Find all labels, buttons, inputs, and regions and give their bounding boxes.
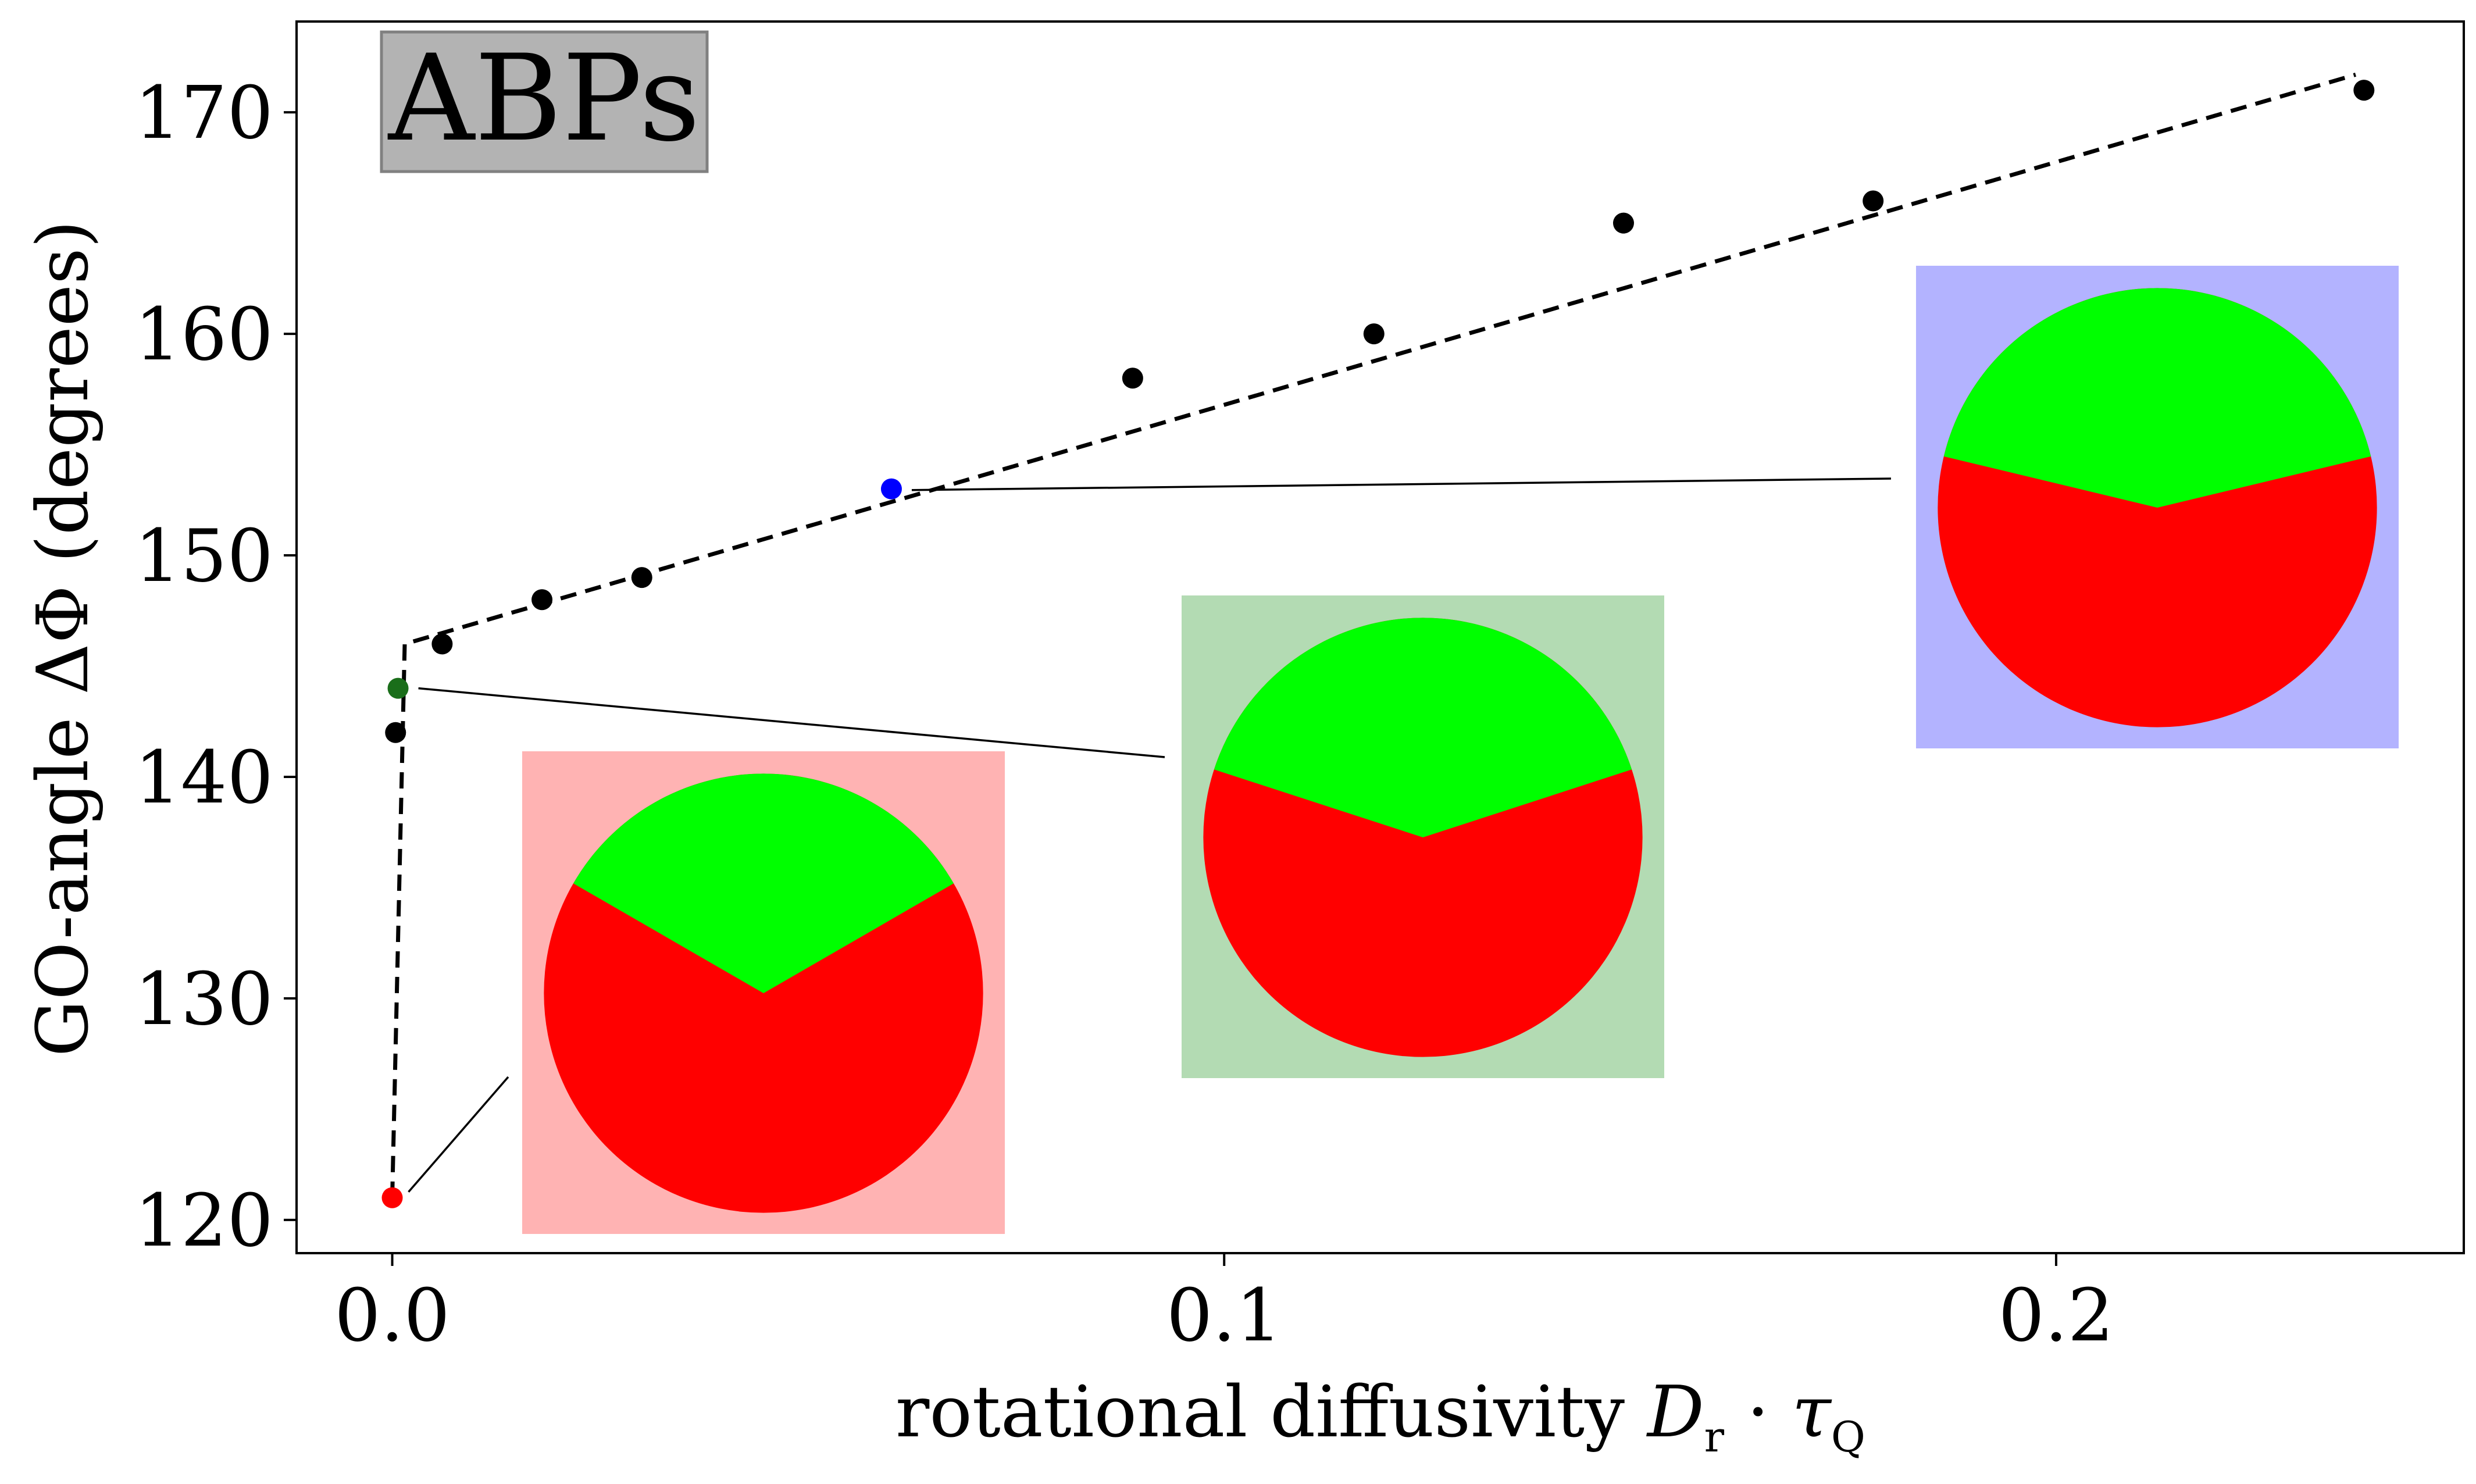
y-axis-ticks: 120 130 140 150 160 170 [134,71,297,1263]
data-point [2353,80,2375,101]
data-point [631,567,652,588]
data-point [387,677,409,699]
inset-green [1182,595,1664,1078]
inset-disc-top [1943,288,2371,508]
data-point [1122,368,1143,389]
y-tick-label: 150 [134,514,273,598]
inset-red [522,751,1005,1234]
dashed-fit-line [390,73,2356,1198]
x-axis-ticks: 0.0 0.1 0.2 [334,1253,2114,1358]
y-tick-label: 140 [134,736,273,820]
y-axis-label: GO-angle ΔΦ (degrees) [22,220,104,1057]
data-point [385,722,406,743]
y-tick-label: 130 [134,957,273,1041]
data-point [880,478,902,500]
data-point [431,633,453,655]
inset-images [522,266,2399,1234]
x-tick-label: 0.0 [334,1273,450,1358]
inset-leader-line [911,477,1892,491]
inset-blue [1916,266,2399,748]
inset-disc-top [573,773,954,993]
y-tick-label: 120 [134,1179,273,1263]
inset-leader-lines [408,477,1892,1193]
badge-box [380,30,709,173]
inset-leader-line [418,687,1165,758]
x-tick-label: 0.1 [1166,1273,1282,1358]
inset-disc-top [1214,618,1632,837]
data-points [381,80,2375,1208]
data-point [1612,212,1634,234]
data-point [381,1187,403,1208]
x-tick-label: 0.2 [1999,1273,2114,1358]
inset-leader-line [408,1076,509,1193]
y-tick-label: 170 [134,71,273,155]
badge-label: ABPs [387,30,700,168]
data-point [1863,190,1884,212]
abps-badge: ABPs [380,30,709,173]
y-tick-label: 160 [134,292,273,377]
data-point [531,589,553,611]
data-point [1363,323,1385,345]
x-axis-label: rotational diffusivity Dr · τQ [896,1371,1865,1461]
plot-area-frame [295,20,2465,1254]
